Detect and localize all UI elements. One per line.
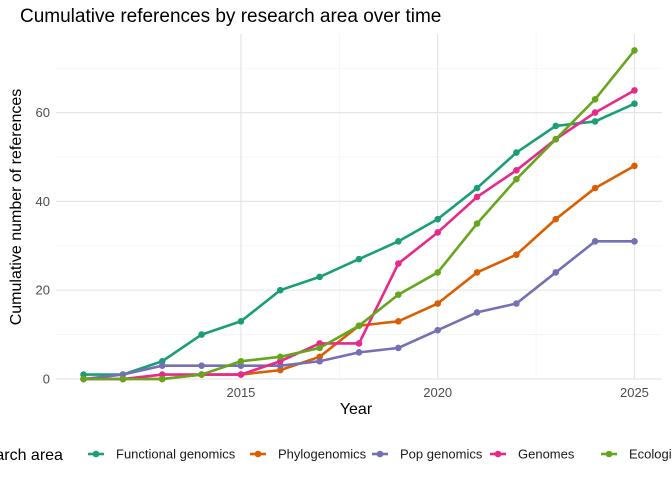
- data-point-functional-genomics: [276, 286, 284, 294]
- legend-key-point: [92, 450, 100, 458]
- data-point-pop-genomics: [513, 300, 520, 307]
- series-pop-genomics: [80, 238, 638, 383]
- legend: Research area Functional genomics Phylogen…: [0, 447, 672, 465]
- data-point-pop-genomics: [473, 309, 481, 316]
- data-point-ecological: [80, 375, 87, 383]
- data-point-ecological: [198, 371, 205, 378]
- series-genomes: [80, 87, 638, 383]
- series-functional-genomics: [80, 100, 638, 378]
- data-point-phylogenomics: [631, 162, 638, 170]
- x-tick-label: 2025: [620, 385, 649, 400]
- data-point-ecological: [631, 47, 638, 54]
- legend-label: Functional genomics: [116, 447, 236, 462]
- data-point-phylogenomics: [552, 215, 560, 223]
- data-point-phylogenomics: [591, 184, 599, 192]
- data-point-ecological: [552, 135, 560, 143]
- chart-title: Cumulative references by research area o…: [20, 6, 441, 27]
- data-point-functional-genomics: [434, 215, 442, 223]
- data-point-functional-genomics: [316, 273, 323, 281]
- data-point-pop-genomics: [355, 349, 363, 356]
- y-tick-label: 40: [36, 194, 50, 209]
- data-point-genomes: [355, 340, 363, 347]
- legend-key-point: [254, 450, 262, 458]
- data-point-functional-genomics: [552, 122, 560, 130]
- data-point-genomes: [473, 193, 481, 201]
- legend-key-point: [376, 450, 384, 458]
- data-point-pop-genomics: [395, 344, 402, 352]
- data-point-phylogenomics: [513, 251, 520, 258]
- data-point-genomes: [513, 167, 520, 174]
- data-point-genomes: [631, 87, 638, 94]
- y-tick-label: 20: [36, 283, 50, 298]
- data-point-ecological: [276, 353, 284, 361]
- data-point-ecological: [316, 344, 323, 352]
- series-layer: [80, 47, 638, 383]
- axis-ticks: 2015 2020 2025 0 20 40 60: [36, 105, 649, 400]
- data-point-pop-genomics: [434, 326, 442, 334]
- data-point-ecological: [395, 291, 402, 298]
- legend-key-point: [494, 450, 502, 458]
- legend-key-point: [605, 450, 613, 458]
- data-point-ecological: [119, 375, 127, 383]
- data-point-pop-genomics: [552, 269, 560, 276]
- data-point-ecological: [473, 220, 481, 227]
- data-point-phylogenomics: [395, 317, 402, 325]
- legend-item-functional-genomics: Functional genomics: [88, 447, 236, 462]
- legend-label: Ecological: [629, 447, 672, 462]
- data-point-pop-genomics: [316, 357, 323, 365]
- data-point-functional-genomics: [395, 238, 402, 245]
- legend-item-genomes: Genomes: [490, 447, 575, 462]
- data-point-functional-genomics: [631, 100, 638, 108]
- data-point-phylogenomics: [473, 269, 481, 276]
- legend-label: Genomes: [518, 447, 575, 462]
- data-point-functional-genomics: [473, 184, 481, 192]
- data-point-pop-genomics: [591, 238, 599, 245]
- data-point-phylogenomics: [434, 300, 442, 307]
- data-point-ecological: [355, 322, 363, 330]
- grid: [56, 34, 662, 380]
- legend-item-phylogenomics: Phylogenomics: [250, 447, 367, 462]
- data-point-pop-genomics: [631, 238, 638, 245]
- data-point-functional-genomics: [237, 317, 245, 325]
- legend-label: Phylogenomics: [278, 447, 367, 462]
- y-axis-title: Cumulative number of references: [8, 89, 25, 326]
- y-tick-label: 60: [36, 105, 50, 120]
- series-line-genomes: [83, 89, 636, 381]
- data-point-functional-genomics: [198, 331, 205, 338]
- data-point-functional-genomics: [513, 149, 520, 156]
- data-point-pop-genomics: [198, 362, 205, 369]
- data-point-genomes: [395, 260, 402, 267]
- data-point-genomes: [434, 229, 442, 236]
- series-line-ecological: [83, 49, 636, 381]
- series-line-phylogenomics: [83, 164, 636, 381]
- y-tick-label: 0: [43, 372, 50, 387]
- data-point-genomes: [237, 371, 245, 378]
- legend-item-ecological: Ecological: [601, 447, 672, 462]
- data-point-ecological: [513, 175, 520, 183]
- data-point-functional-genomics: [591, 118, 599, 125]
- data-point-ecological: [237, 357, 245, 365]
- data-point-ecological: [158, 375, 166, 383]
- data-point-ecological: [591, 95, 599, 103]
- x-axis-title: Year: [340, 401, 373, 418]
- data-point-ecological: [434, 269, 442, 276]
- x-tick-label: 2020: [423, 385, 452, 400]
- series-ecological: [80, 47, 638, 383]
- x-tick-label: 2015: [226, 385, 255, 400]
- legend-item-pop-genomics: Pop genomics: [372, 447, 483, 462]
- legend-title: Research area: [0, 447, 63, 464]
- legend-label: Pop genomics: [400, 447, 483, 462]
- data-point-genomes: [591, 109, 599, 116]
- data-point-pop-genomics: [158, 362, 166, 369]
- data-point-functional-genomics: [355, 255, 363, 263]
